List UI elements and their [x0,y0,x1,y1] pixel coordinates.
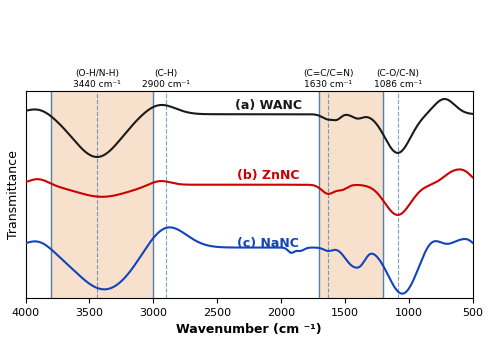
Bar [51,91,153,298]
Text: (C=C/C=N)
1630 cm⁻¹: (C=C/C=N) 1630 cm⁻¹ [303,69,353,88]
Text: (C-O/C-N)
1086 cm⁻¹: (C-O/C-N) 1086 cm⁻¹ [374,69,422,88]
Bar [319,91,383,298]
Text: (c) NaNC: (c) NaNC [237,237,299,250]
X-axis label: Wavenumber (cm ⁻¹): Wavenumber (cm ⁻¹) [176,323,322,336]
Text: (O-H/N-H)
3440 cm⁻¹: (O-H/N-H) 3440 cm⁻¹ [73,69,121,88]
Text: (C-H)
2900 cm⁻¹: (C-H) 2900 cm⁻¹ [142,69,190,88]
Text: (a) WANC: (a) WANC [235,99,302,112]
Text: (b) ZnNC: (b) ZnNC [237,169,299,182]
Y-axis label: Transmittance: Transmittance [7,150,20,239]
